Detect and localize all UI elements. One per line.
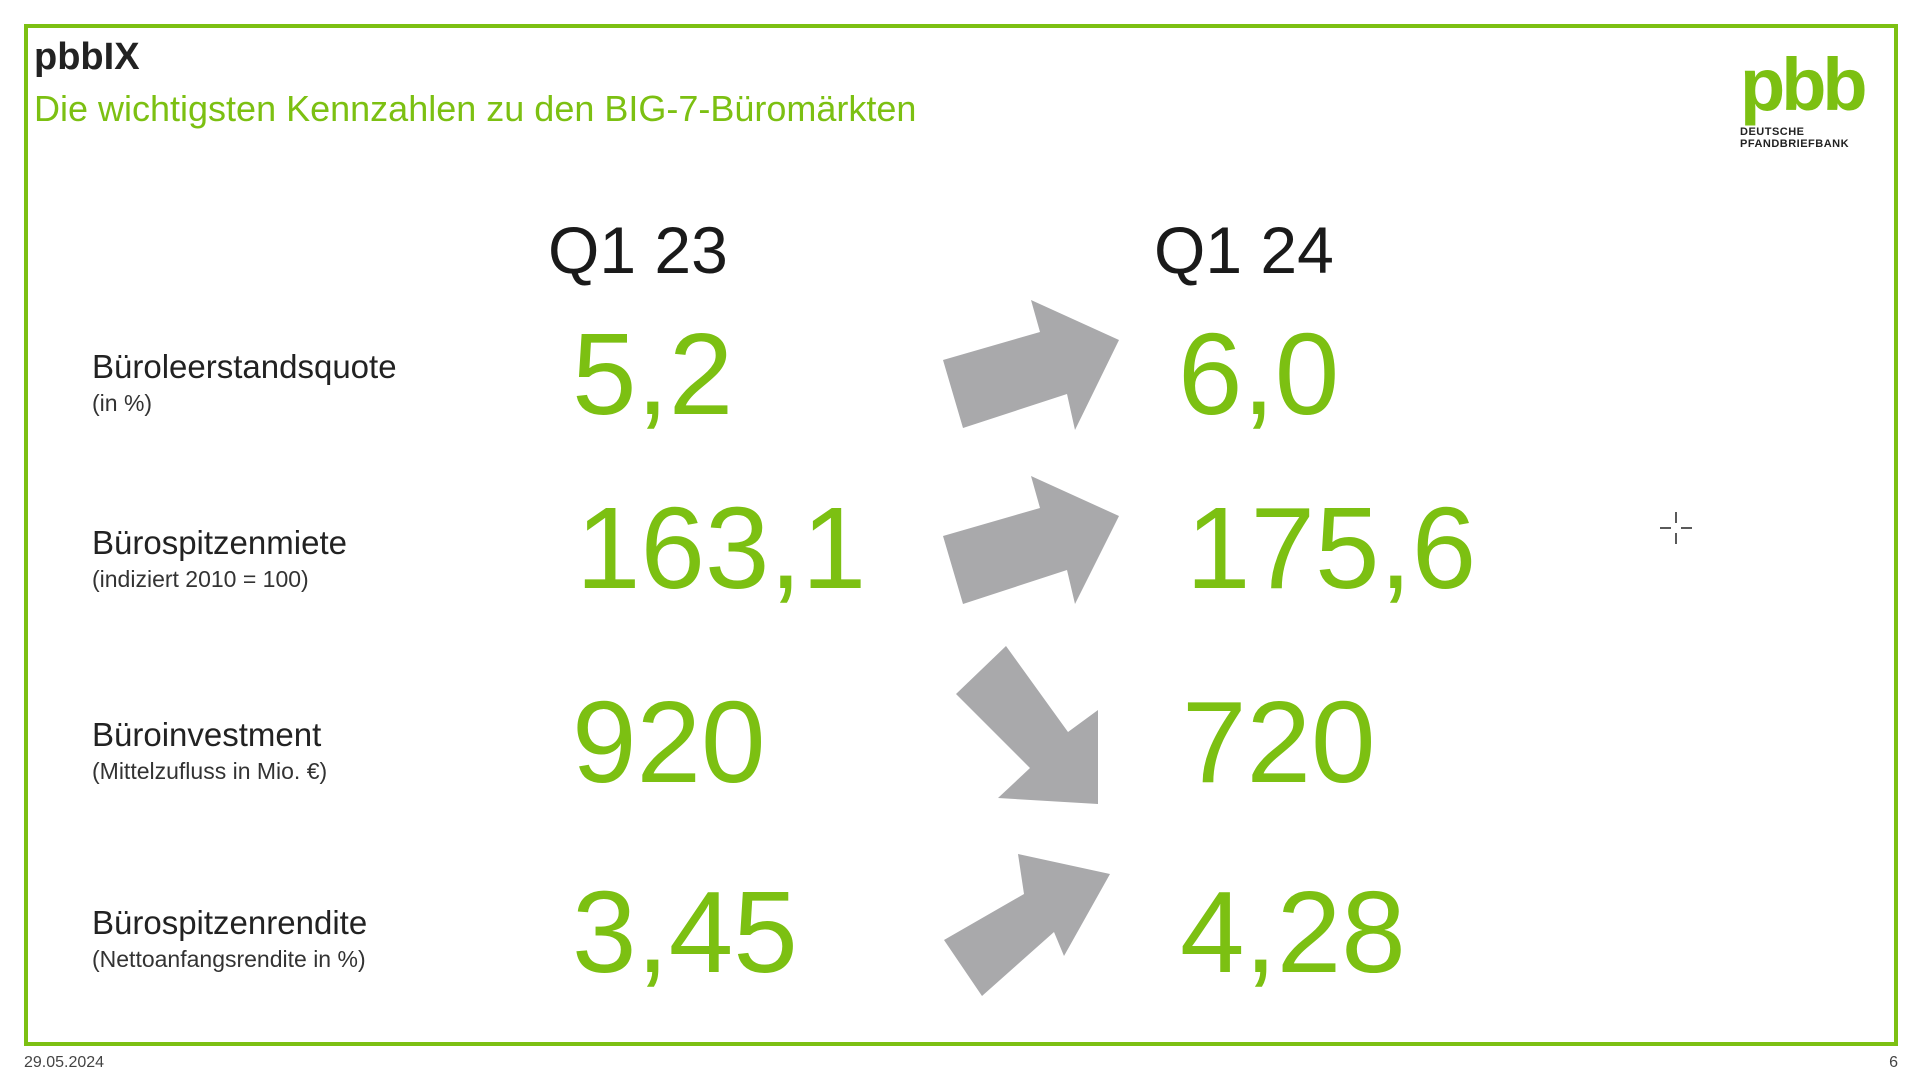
- row-label-bueroinvestment: Büroinvestment (Mittelzufluss in Mio. €): [92, 716, 327, 785]
- column-header-q1-23: Q1 23: [548, 213, 728, 287]
- slide-title: pbbIX: [34, 36, 140, 78]
- footer-date: 29.05.2024: [24, 1054, 105, 1071]
- arrow-down-icon: [956, 646, 1098, 804]
- row-name: Büroleerstandsquote: [92, 348, 397, 385]
- crosshair-cursor-icon: [1660, 512, 1692, 544]
- logo-text-line1: DEUTSCHE: [1740, 126, 1805, 138]
- arrow-up-icon: [943, 476, 1119, 604]
- logo-text-line2: PFANDBRIEFBANK: [1740, 138, 1850, 150]
- row-label-leerstandsquote: Büroleerstandsquote (in %): [92, 348, 397, 417]
- row-unit: (indiziert 2010 = 100): [92, 566, 309, 592]
- slide-subtitle: Die wichtigsten Kennzahlen zu den BIG-7-…: [34, 88, 917, 129]
- slide-frame: [24, 24, 1898, 1046]
- value-q1-23-spitzenmiete: 163,1: [576, 483, 867, 613]
- row-label-spitzenmiete: Bürospitzenmiete (indiziert 2010 = 100): [92, 524, 347, 593]
- row-name: Bürospitzenmiete: [92, 524, 347, 561]
- value-q1-24-leerstandsquote: 6,0: [1178, 309, 1340, 439]
- value-q1-23-spitzenrendite: 3,45: [572, 867, 798, 997]
- row-unit: (Nettoanfangsrendite in %): [92, 946, 366, 972]
- value-q1-24-spitzenrendite: 4,28: [1180, 867, 1406, 997]
- value-q1-24-spitzenmiete: 175,6: [1186, 483, 1477, 613]
- row-unit: (Mittelzufluss in Mio. €): [92, 758, 328, 784]
- pbb-logo: pbb DEUTSCHE PFANDBRIEFBANK: [1740, 43, 1880, 151]
- value-q1-23-leerstandsquote: 5,2: [572, 309, 734, 439]
- arrow-up-icon: [943, 300, 1119, 430]
- row-unit: (in %): [92, 390, 153, 416]
- logo-mark: pbb: [1740, 43, 1868, 126]
- value-q1-24-bueroinvestment: 720: [1182, 677, 1376, 807]
- row-name: Büroinvestment: [92, 716, 322, 753]
- row-name: Bürospitzenrendite: [92, 904, 368, 941]
- value-q1-23-bueroinvestment: 920: [572, 677, 766, 807]
- column-header-q1-24: Q1 24: [1154, 213, 1334, 287]
- arrow-up-icon: [944, 854, 1110, 996]
- page-number: 6: [1889, 1054, 1898, 1071]
- row-label-spitzenrendite: Bürospitzenrendite (Nettoanfangsrendite …: [92, 904, 367, 973]
